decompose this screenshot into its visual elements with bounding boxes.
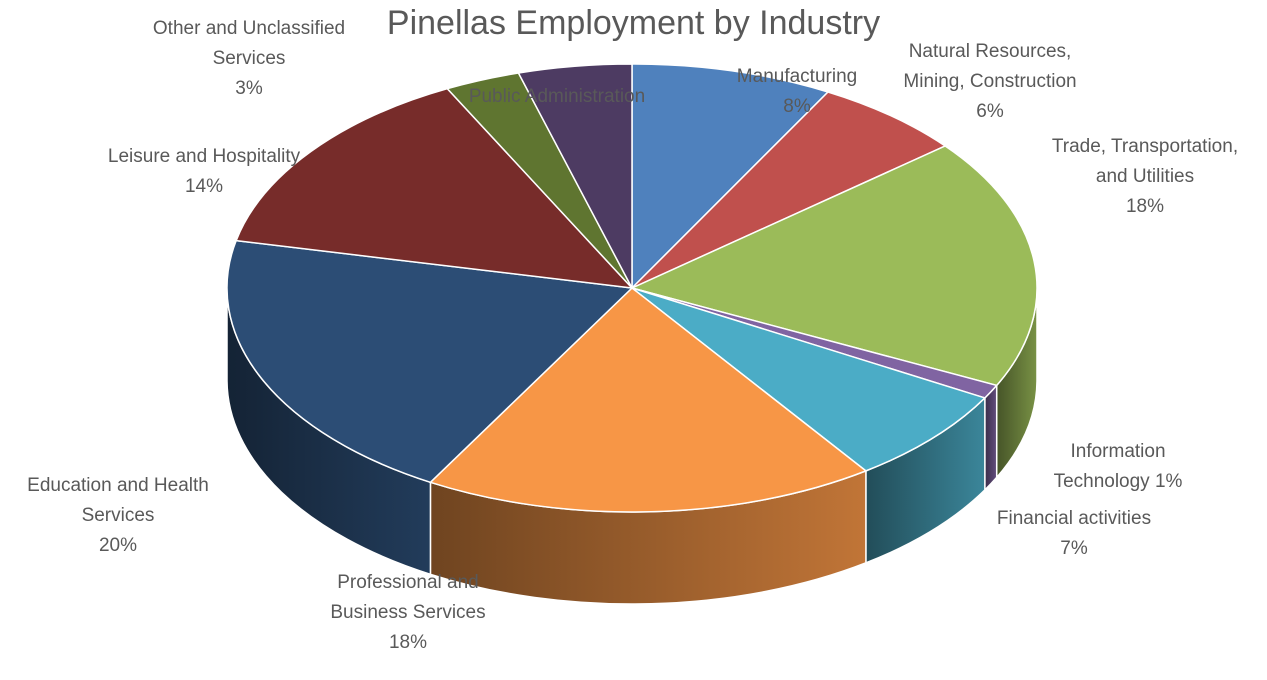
pie-slice [629,145,1038,387]
data-label: Financial activities 7% [997,508,1151,559]
data-label: Manufacturing 8% [737,66,857,117]
pie-slice [226,239,634,484]
data-label: Leisure and Hospitality 14% [108,146,301,197]
pie-slice [631,287,987,472]
pie-slice [631,91,947,289]
data-label: Trade, Transportation, and Utilities 18% [1052,136,1238,217]
pie-tops [226,63,1038,513]
pie-slice [631,63,830,290]
chart-title: Pinellas Employment by Industry [386,4,881,42]
pie-slice-side [984,383,998,492]
pie-sides [226,287,1038,605]
data-label: Education and Health Services 20% [27,475,209,556]
pie-slice [235,87,634,289]
data-label: Information Technology 1% [1054,441,1183,492]
data-label: Public Administration [469,86,645,107]
pie-slice [428,287,868,513]
pie-slice [517,63,633,289]
data-label: Other and Unclassified Services 3% [153,18,345,99]
data-label: Natural Resources, Mining, Construction 6% [903,41,1076,122]
pie-labels: Manufacturing 8% Natural Resources, Mining,… [27,18,1238,653]
data-label: Professional and Business Services 18% [330,572,485,653]
